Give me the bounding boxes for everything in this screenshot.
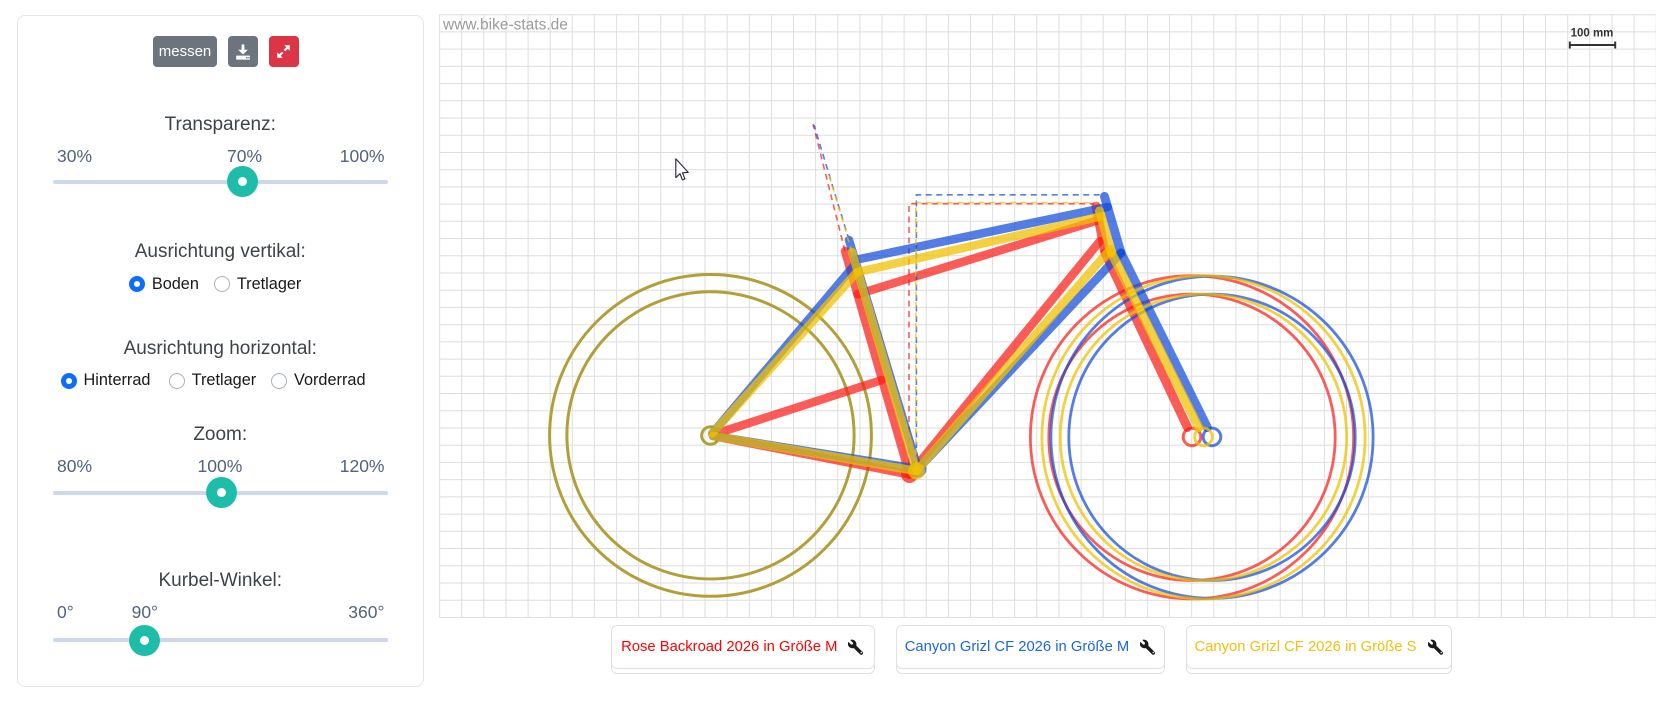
svg-text:100 mm: 100 mm bbox=[1571, 28, 1614, 40]
svg-text:www.bike-stats.de: www.bike-stats.de bbox=[442, 17, 568, 34]
